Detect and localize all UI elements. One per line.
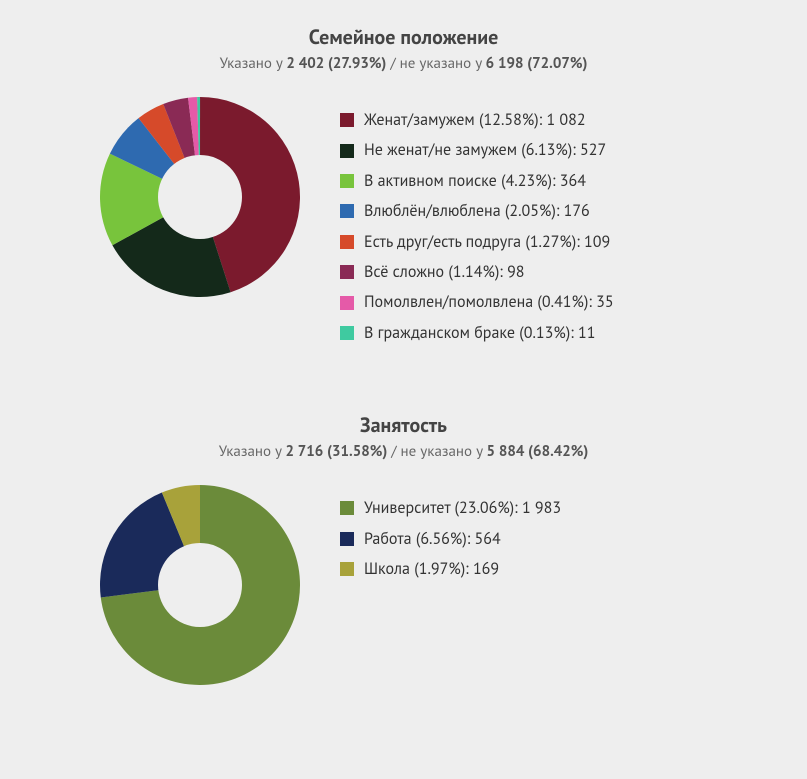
panel-subtitle: Указано у 2 716 (31.58%) / не указано у … (40, 442, 767, 461)
legend-label: Университет (23.06%): 1 983 (364, 493, 561, 523)
legend-item: Помолвлен/помолвлена (0.41%): 35 (340, 287, 767, 317)
legend-swatch (340, 204, 354, 218)
donut-wrap (40, 485, 300, 690)
legend: Женат/замужем (12.58%): 1 082 Не женат/н… (340, 97, 767, 348)
legend-label: В гражданском браке (0.13%): 11 (364, 318, 595, 348)
legend-swatch (340, 562, 354, 576)
panel-body: Университет (23.06%): 1 983 Работа (6.56… (40, 485, 767, 690)
legend-swatch (340, 326, 354, 340)
legend-label: Женат/замужем (12.58%): 1 082 (364, 105, 586, 135)
legend-item: Университет (23.06%): 1 983 (340, 493, 767, 523)
legend-item: В гражданском браке (0.13%): 11 (340, 318, 767, 348)
legend-item: Школа (1.97%): 169 (340, 554, 767, 584)
legend-label: Всё сложно (1.14%): 98 (364, 257, 525, 287)
donut-chart (100, 97, 300, 297)
legend-swatch (340, 144, 354, 158)
panel-body: Женат/замужем (12.58%): 1 082 Не женат/н… (40, 97, 767, 348)
legend-label: Школа (1.97%): 169 (364, 554, 499, 584)
legend-item: Всё сложно (1.14%): 98 (340, 257, 767, 287)
panel-subtitle: Указано у 2 402 (27.93%) / не указано у … (40, 54, 767, 73)
legend-item: Влюблён/влюблена (2.05%): 176 (340, 196, 767, 226)
donut-chart (100, 485, 300, 685)
legend-item: Не женат/не замужем (6.13%): 527 (340, 135, 767, 165)
legend-swatch (340, 174, 354, 188)
legend-label: Помолвлен/помолвлена (0.41%): 35 (364, 287, 614, 317)
panel-header: Занятость Указано у 2 716 (31.58%) / не … (40, 412, 767, 461)
legend-label: Работа (6.56%): 564 (364, 524, 501, 554)
legend-swatch (340, 501, 354, 515)
legend-swatch (340, 296, 354, 310)
panel-title: Семейное положение (40, 24, 767, 50)
legend-swatch (340, 532, 354, 546)
legend-label: В активном поиске (4.23%): 364 (364, 166, 586, 196)
panel-header: Семейное положение Указано у 2 402 (27.9… (40, 24, 767, 73)
donut-wrap (40, 97, 300, 302)
donut-hole (158, 155, 242, 239)
legend-swatch (340, 235, 354, 249)
legend-item: Женат/замужем (12.58%): 1 082 (340, 105, 767, 135)
legend-item: Работа (6.56%): 564 (340, 524, 767, 554)
legend-swatch (340, 113, 354, 127)
donut-hole (158, 543, 242, 627)
legend-item: В активном поиске (4.23%): 364 (340, 166, 767, 196)
stats-panel: Занятость Указано у 2 716 (31.58%) / не … (0, 388, 807, 730)
legend-item: Есть друг/есть подруга (1.27%): 109 (340, 227, 767, 257)
stats-panel: Семейное положение Указано у 2 402 (27.9… (0, 0, 807, 388)
legend: Университет (23.06%): 1 983 Работа (6.56… (340, 485, 767, 584)
legend-swatch (340, 265, 354, 279)
legend-label: Влюблён/влюблена (2.05%): 176 (364, 196, 590, 226)
legend-label: Есть друг/есть подруга (1.27%): 109 (364, 227, 610, 257)
legend-label: Не женат/не замужем (6.13%): 527 (364, 135, 606, 165)
panel-title: Занятость (40, 412, 767, 438)
